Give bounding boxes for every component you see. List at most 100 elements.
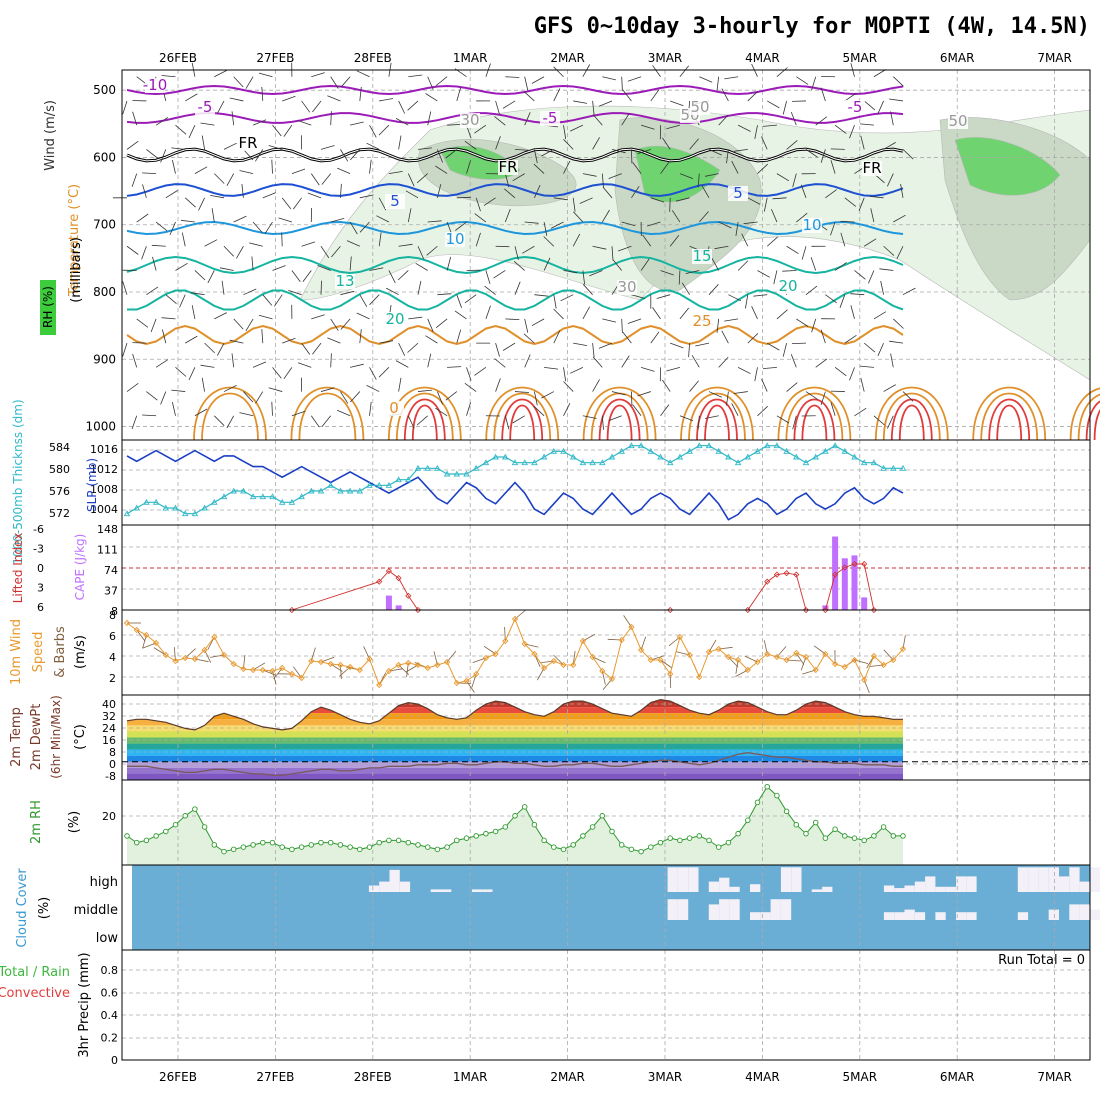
high-cloud-block	[709, 882, 719, 892]
date-label-top: 5MAR	[843, 51, 878, 65]
rh2m-point	[736, 831, 741, 836]
middle-cloud-block	[935, 912, 945, 920]
rh2m-point	[173, 822, 178, 827]
high-cloud-block	[379, 882, 389, 892]
wind-barb	[631, 392, 632, 406]
rh2m-point	[396, 838, 401, 843]
precip-total-label: Total / Rain	[0, 965, 70, 980]
high-cloud-block	[1090, 867, 1100, 892]
wind-tick-label: 8	[109, 609, 116, 622]
high-cloud-block	[1080, 882, 1090, 892]
rh2m-point	[406, 840, 411, 845]
contour-label: 30	[617, 278, 636, 296]
wind10-unit-label: (m/s)	[73, 635, 88, 669]
wind-barb	[321, 281, 322, 295]
cloud-level-label: middle	[74, 903, 118, 918]
rh2m-point	[881, 825, 886, 830]
cape-bar	[396, 605, 402, 610]
lifted-tick-label: -6	[33, 523, 44, 536]
rh2m-point	[901, 834, 906, 839]
wind10-label: 10m Wind	[9, 619, 24, 685]
date-label-bottom: 27FEB	[256, 1070, 294, 1084]
cloud-level-label: low	[96, 931, 119, 946]
contour-label: 50	[948, 112, 967, 130]
high-cloud-block	[400, 882, 410, 892]
date-label-top: 4MAR	[745, 51, 780, 65]
rh2m-point	[202, 825, 207, 830]
thickness-tick-label: 576	[49, 485, 70, 498]
rh2m-point	[823, 836, 828, 841]
wind-barb	[282, 232, 283, 246]
precip-axis-label: 3hr Precip (mm)	[77, 952, 92, 1057]
rh2m-point	[183, 813, 188, 818]
wind-tick-label: 6	[109, 630, 116, 643]
cape-bar	[861, 597, 867, 610]
rh2m-point	[503, 825, 508, 830]
wind-tick-label: 2	[109, 672, 116, 685]
middle-cloud-block	[760, 912, 770, 920]
cape-tick-label: 111	[97, 544, 118, 557]
rh2m-point	[484, 831, 489, 836]
pressure-tick-label: 900	[93, 352, 116, 366]
high-cloud-block	[925, 876, 935, 892]
wind-barb	[132, 343, 146, 344]
rh2m-point	[668, 836, 673, 841]
page-title: GFS 0~10day 3-hourly for MOPTI (4W, 14.5…	[534, 14, 1090, 39]
high-cloud-block	[482, 889, 492, 892]
middle-cloud-block	[771, 899, 781, 920]
high-cloud-block	[729, 887, 739, 892]
high-cloud-block	[390, 870, 400, 892]
contour-label: 20	[778, 277, 797, 295]
rh2m-point	[222, 849, 227, 854]
high-cloud-block	[750, 884, 760, 892]
rh2m-point	[387, 838, 392, 843]
date-label-top: 27FEB	[256, 51, 294, 65]
middle-cloud-block	[894, 912, 904, 920]
date-label-bottom: 6MAR	[940, 1070, 975, 1084]
rh2m-point	[522, 805, 527, 810]
date-label-top: 6MAR	[940, 51, 975, 65]
contour-label: 25	[692, 312, 711, 330]
date-label-top: 3MAR	[648, 51, 683, 65]
rh2m-point	[852, 836, 857, 841]
rh-tick-label: 20	[102, 810, 116, 823]
date-label-top: 26FEB	[159, 51, 197, 65]
high-cloud-block	[884, 886, 894, 893]
wind-barb	[631, 149, 632, 163]
middle-cloud-block	[678, 899, 688, 920]
middle-cloud-block	[905, 910, 915, 920]
middle-cloud-block	[1049, 910, 1059, 920]
rh2m-point	[746, 818, 751, 823]
pressure-axis-label: (millibars)	[69, 237, 84, 303]
high-cloud-block	[668, 867, 678, 892]
contour-label: 10	[445, 230, 464, 248]
wind-axis-label: Wind (m/s)	[43, 100, 58, 171]
dewpoint-label: 2m DewPt	[29, 704, 44, 771]
high-cloud-block	[946, 887, 956, 892]
middle-cloud-block	[1080, 904, 1090, 920]
rh2m-point	[280, 845, 285, 850]
middle-cloud-block	[750, 912, 760, 920]
contour-label: 20	[385, 310, 404, 328]
slp-axis-label: SLP (mb)	[85, 458, 99, 512]
middle-cloud-block	[966, 912, 976, 920]
rh2m-point	[716, 845, 721, 850]
contour-label: 50	[690, 98, 709, 116]
rh2m-point	[843, 834, 848, 839]
rh2m-unit-label: (%)	[67, 811, 82, 834]
high-cloud-block	[369, 886, 379, 893]
contour-label: 30	[460, 111, 479, 129]
high-cloud-block	[1028, 867, 1038, 892]
rh2m-point	[639, 849, 644, 854]
rh2m-point	[377, 840, 382, 845]
rh2m-point	[348, 845, 353, 850]
precip-convective-label: Convective	[0, 986, 70, 1001]
rh2m-point	[775, 793, 780, 798]
rh2m-point	[154, 834, 159, 839]
run-total-label: Run Total = 0	[998, 953, 1085, 968]
middle-cloud-block	[729, 899, 739, 920]
high-cloud-block	[1069, 867, 1079, 892]
high-cloud-block	[472, 889, 482, 892]
